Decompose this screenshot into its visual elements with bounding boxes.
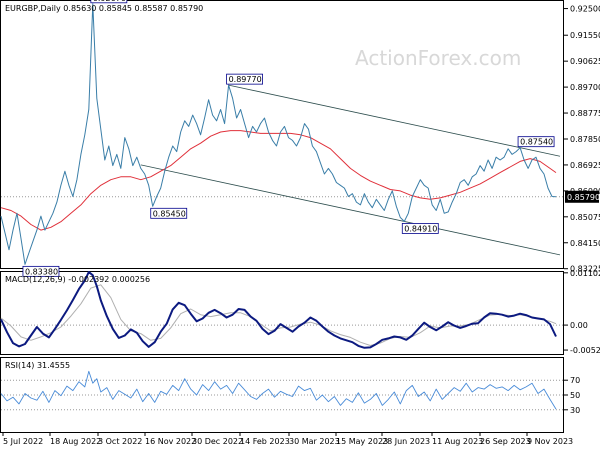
macd-panel-frame — [0, 271, 564, 355]
price-annotation-box — [517, 136, 555, 148]
x-tick-label: 16 Nov 2022 — [145, 437, 196, 446]
current-price-badge — [565, 190, 599, 203]
x-tick-label: 15 May 2023 — [336, 437, 388, 446]
macd-chart-title: MACD(12,26,9) -0.002392 0.000256 — [5, 275, 150, 284]
price-y-tick-label: 0.87850 — [570, 135, 600, 144]
macd-y-tick-label: -0.005267 — [570, 346, 600, 355]
macd-line — [0, 271, 557, 349]
macd-signal-line — [0, 284, 557, 346]
rsi-panel: 70 50 30 — [0, 370, 580, 415]
x-tick-label: 9 Nov 2023 — [527, 437, 573, 446]
x-tick-label: 14 Feb 2023 — [240, 437, 290, 446]
rsi-y-tick-label: 50 — [570, 391, 580, 400]
price-y-tick-label: 0.92500 — [570, 5, 600, 14]
x-tick-label: 26 Sep 2023 — [480, 437, 531, 446]
x-tick-label: 11 Aug 2023 — [432, 437, 483, 446]
rsi-line — [0, 370, 557, 410]
price-annotation: 0.92670 — [93, 0, 126, 3]
price-annotation: 0.85450 — [153, 209, 186, 218]
price-y-tick-label: 0.89700 — [570, 83, 600, 92]
price-y-tick-label: 0.86925 — [570, 161, 600, 170]
rsi-y-tick-label: 30 — [570, 406, 580, 415]
price-annotation: 0.89770 — [229, 75, 262, 84]
x-tick-label: 28 Jun 2023 — [382, 437, 430, 446]
watermark: ActionForex.com — [355, 46, 521, 70]
price-annotation: 0.84910 — [404, 224, 437, 233]
macd-y-tick-label: 0.011027 — [570, 269, 600, 278]
price-y-tick-label: 0.85075 — [570, 213, 600, 222]
price-line — [0, 3, 557, 265]
price-y-tick-label: 0.84150 — [570, 239, 600, 248]
price-annotation-box — [90, 0, 128, 4]
x-tick-label: 5 Jul 2022 — [3, 437, 43, 446]
rsi-chart-title: RSI(14) 31.4555 — [5, 361, 70, 370]
price-chart-title: EURGBP,Daily 0.85630 0.85845 0.85587 0.8… — [5, 4, 203, 13]
channel-lower-line — [140, 164, 561, 256]
price-annotation-box — [226, 73, 263, 85]
price-y-tick-label: 0.91550 — [570, 31, 600, 40]
channel-upper-line — [228, 84, 561, 157]
price-annotation-box — [150, 207, 188, 219]
price-annotation: 0.87540 — [520, 138, 553, 147]
rsi-y-tick-label: 70 — [570, 376, 580, 385]
price-annotation: 0.83380 — [25, 267, 58, 276]
moving-average-line — [0, 130, 557, 231]
price-annotation-box — [401, 223, 439, 234]
x-tick-label: 18 Aug 2022 — [50, 437, 101, 446]
price-panel: 0.92500 0.91550 0.90625 0.89700 0.88775 0.878… — [0, 0, 600, 277]
price-y-tick-label: 0.90625 — [570, 57, 600, 66]
current-price-label: 0.85790 — [567, 193, 600, 202]
x-tick-label: 3 Oct 2022 — [98, 437, 142, 446]
price-annotation-box — [22, 265, 60, 277]
macd-panel: 0.011027 0.00 -0.005267 — [0, 269, 600, 355]
rsi-panel-frame — [0, 357, 564, 433]
price-y-tick-label: 0.83225 — [570, 265, 600, 274]
x-tick-label: 30 Mar 2023 — [289, 437, 340, 446]
price-panel-frame — [0, 0, 564, 269]
price-y-tick-label: 0.88775 — [570, 109, 600, 118]
macd-y-tick-label: 0.00 — [570, 321, 588, 330]
x-tick-label: 30 Dec 2022 — [192, 437, 243, 446]
